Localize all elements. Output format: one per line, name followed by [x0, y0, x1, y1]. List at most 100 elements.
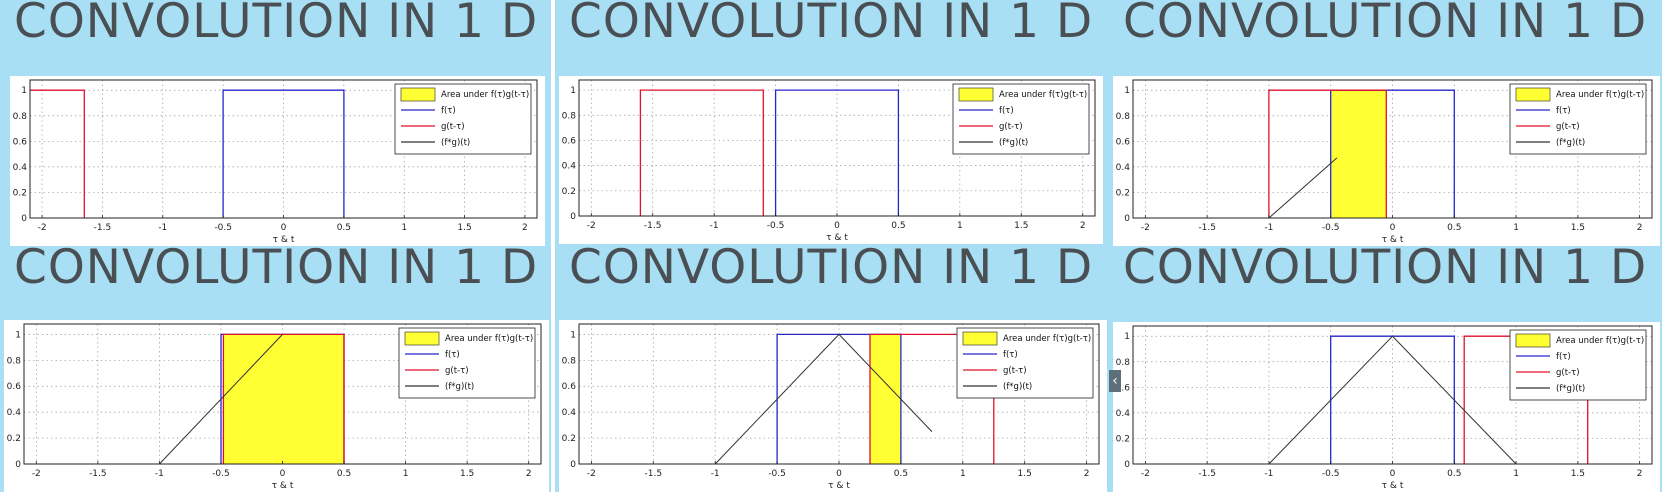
x-tick-label: -0.5 — [214, 223, 232, 233]
legend-label: g(t-τ) — [1556, 368, 1580, 378]
y-tick-label: 0.6 — [1116, 137, 1131, 147]
legend-label: g(t-τ) — [1003, 366, 1027, 376]
x-tick-label: -1.5 — [89, 469, 107, 479]
overlap-area — [869, 334, 901, 464]
x-tick-label: 1.5 — [1014, 221, 1028, 231]
x-tick-label: -1.5 — [644, 221, 662, 231]
chevron-left-icon[interactable]: ‹ — [1109, 370, 1121, 392]
plot-panel: -2 -1.5 -1 -0.5 0 0.5 1 1.5 2 0 0.2 0.4 0.6 0.8 1 τ & t… — [559, 320, 1107, 492]
legend-label: g(t-τ) — [999, 122, 1023, 132]
x-tick-label: -2 — [38, 223, 47, 233]
x-tick-label: 0.5 — [337, 469, 351, 479]
y-tick-label: 0.4 — [562, 408, 577, 418]
x-tick-label: 2 — [1637, 223, 1643, 233]
x-tick-label: 1 — [1513, 469, 1519, 479]
x-tick-label: 0 — [834, 221, 840, 231]
legend-label: Area under f(τ)g(t-τ) — [445, 334, 533, 344]
y-tick-label: 0.8 — [562, 111, 577, 121]
y-tick-label: 0.2 — [562, 187, 576, 197]
overlap-area — [1330, 90, 1387, 218]
legend-label: f(τ) — [999, 106, 1014, 116]
legend-label: (f*g)(t) — [445, 382, 474, 392]
x-axis-label: τ & t — [273, 235, 295, 245]
x-tick-label: -1 — [710, 221, 719, 231]
y-tick-label: 1 — [15, 330, 21, 340]
slide-2: CONVOLUTION IN 1 D -2 -1.5 -1 -0.5 0 0.5 1 1.5 2… — [555, 0, 1109, 246]
x-tick-label: -2 — [1141, 223, 1150, 233]
x-axis-label: τ & t — [826, 233, 848, 243]
y-tick-label: 0 — [570, 212, 576, 222]
y-tick-label: 0.4 — [1116, 409, 1131, 419]
slide-4: CONVOLUTION IN 1 D -2 -1.5 -1 -0.5 0 0.5 1 1.5 2… — [0, 246, 551, 492]
legend-swatch-area — [962, 331, 998, 346]
y-tick-label: 1 — [570, 330, 576, 340]
x-tick-label: 1.5 — [1571, 223, 1585, 233]
legend-label: (f*g)(t) — [1003, 382, 1032, 392]
x-tick-label: -0.5 — [768, 469, 786, 479]
legend-swatch-area — [404, 331, 440, 346]
x-tick-label: 0 — [280, 469, 286, 479]
x-axis-label: τ & t — [828, 481, 850, 491]
g-t-minus-tau-line — [222, 333, 345, 464]
x-tick-label: -1.5 — [1198, 469, 1216, 479]
legend-label: Area under f(τ)g(t-τ) — [441, 90, 529, 100]
x-axis-label: τ & t — [272, 481, 294, 491]
y-tick-label: 0.8 — [13, 112, 28, 122]
y-tick-label: 1 — [570, 86, 576, 96]
legend-label: (f*g)(t) — [441, 138, 470, 148]
x-tick-label: -1.5 — [94, 223, 112, 233]
plot-panel: -2 -1.5 -1 -0.5 0 0.5 1 1.5 2 0 0.2 0.4 0.6 0.8 1 τ & t… — [10, 76, 545, 246]
slide-title: CONVOLUTION IN 1 D — [569, 246, 1094, 295]
y-tick-label: 0 — [1124, 214, 1130, 224]
x-tick-label: 1 — [403, 469, 409, 479]
x-tick-label: 0 — [281, 223, 287, 233]
y-tick-label: 0.6 — [7, 382, 22, 392]
slide-title: CONVOLUTION IN 1 D — [1123, 246, 1648, 295]
plot-panel: -2 -1.5 -1 -0.5 0 0.5 1 1.5 2 0 0.2 0.4 0.6 0.8 1 τ & t… — [559, 76, 1103, 244]
overlap-area — [223, 334, 345, 464]
y-tick-label: 0.2 — [7, 434, 21, 444]
x-tick-label: 2 — [1084, 469, 1090, 479]
y-tick-label: 1 — [1124, 332, 1130, 342]
x-tick-label: 2 — [1080, 221, 1086, 231]
x-tick-label: 0 — [1390, 469, 1396, 479]
x-tick-label: -1 — [1264, 223, 1273, 233]
convolution-line — [1268, 157, 1338, 219]
f-tau-line — [1330, 335, 1455, 464]
slide-title: CONVOLUTION IN 1 D — [14, 246, 539, 295]
legend-label: g(t-τ) — [441, 122, 465, 132]
legend-label: f(τ) — [441, 106, 456, 116]
plot-panel: -2 -1.5 -1 -0.5 0 0.5 1 1.5 2 0 0.2 0.4 0.6 0.8 1 τ & t… — [1113, 322, 1660, 492]
convolution-line — [159, 334, 283, 465]
y-tick-label: 0 — [570, 460, 576, 470]
x-tick-label: 1.5 — [457, 223, 471, 233]
x-tick-label: 0.5 — [1447, 223, 1461, 233]
legend-label: Area under f(τ)g(t-τ) — [1556, 336, 1644, 346]
x-axis-label: τ & t — [1382, 235, 1404, 245]
x-tick-label: -1 — [155, 469, 164, 479]
x-tick-label: -1.5 — [645, 469, 663, 479]
convolution-chart-1: -2 -1.5 -1 -0.5 0 0.5 1 1.5 2 0 0.2 0.4 0.6 0.8 1 τ & t… — [13, 79, 538, 245]
x-tick-label: 1.5 — [1018, 469, 1032, 479]
slide-6: CONVOLUTION IN 1 D -2 -1.5 -1 -0.5 0 0.5 1 1.5 2… — [1109, 246, 1662, 492]
slide-title: CONVOLUTION IN 1 D — [569, 0, 1094, 49]
convolution-chart-5: -2 -1.5 -1 -0.5 0 0.5 1 1.5 2 0 0.2 0.4 0.6 0.8 1 τ & t… — [562, 323, 1100, 491]
legend-label: f(τ) — [1556, 106, 1571, 116]
legend-label: g(t-τ) — [445, 366, 469, 376]
x-tick-label: 1 — [960, 469, 966, 479]
x-tick-label: 0 — [836, 469, 842, 479]
y-tick-label: 0.2 — [1116, 434, 1130, 444]
x-tick-label: 1 — [401, 223, 407, 233]
legend-label: f(τ) — [1003, 350, 1018, 360]
legend-label: f(τ) — [445, 350, 460, 360]
x-axis-label: τ & t — [1382, 481, 1404, 491]
y-tick-label: 0.8 — [7, 356, 22, 366]
legend-label: Area under f(τ)g(t-τ) — [1556, 90, 1644, 100]
y-tick-label: 0.4 — [562, 162, 577, 172]
f-tau-line — [1330, 89, 1455, 218]
x-tick-label: 0.5 — [891, 221, 905, 231]
legend-label: Area under f(τ)g(t-τ) — [1003, 334, 1091, 344]
g-t-minus-tau-line — [1268, 89, 1387, 218]
x-tick-label: -2 — [1141, 469, 1150, 479]
y-tick-label: 0.8 — [1116, 112, 1131, 122]
